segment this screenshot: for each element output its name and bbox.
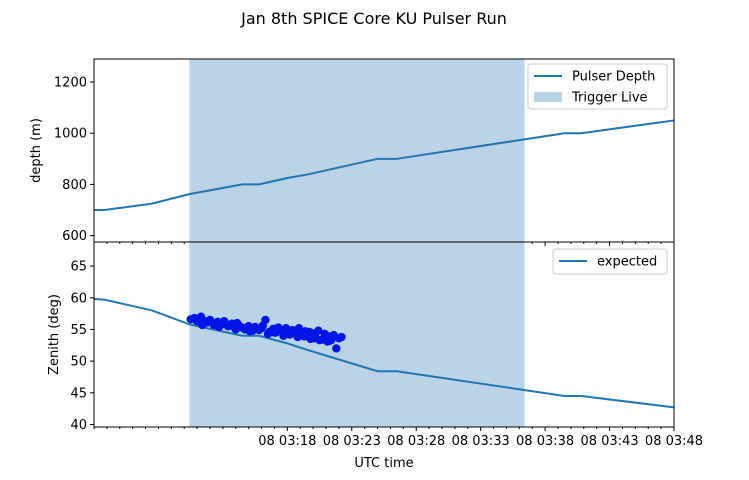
y-tick-label: 1000 bbox=[54, 127, 87, 142]
chart-title: Jan 8th SPICE Core KU Pulser Run bbox=[240, 9, 507, 28]
measured-point bbox=[305, 327, 314, 337]
x-tick-label: 08 03:23 bbox=[323, 434, 381, 449]
depth-legend-box bbox=[527, 63, 668, 110]
measured-point bbox=[232, 318, 242, 328]
measured-zenith-points bbox=[186, 312, 346, 353]
trigger-live-band-top bbox=[189, 59, 525, 242]
depth-y-axis: 600 800 1000 1200 bbox=[54, 76, 94, 244]
measured-point bbox=[231, 325, 240, 334]
depth-legend: Pulser Depth Trigger Live bbox=[527, 63, 668, 110]
trigger-live-span bbox=[189, 59, 525, 242]
x-axis-label: UTC time bbox=[354, 456, 413, 471]
measured-point bbox=[241, 324, 251, 333]
zenith-legend-box bbox=[552, 248, 668, 275]
trigger-live-band-bottom bbox=[189, 242, 525, 427]
expected-zenith-series bbox=[93, 298, 675, 409]
measured-point bbox=[258, 321, 268, 330]
zenith-legend: expected bbox=[552, 248, 668, 275]
y-tick-label: 65 bbox=[70, 260, 87, 275]
zenith-plot-frame bbox=[93, 241, 675, 428]
x-tick-label: 08 03:28 bbox=[387, 434, 445, 449]
legend-expected-label: expected bbox=[597, 255, 657, 270]
y-tick-label: 600 bbox=[62, 229, 87, 244]
zenith-y-label: Zenith (deg) bbox=[47, 294, 62, 375]
legend-trigger-live-label: Trigger Live bbox=[571, 91, 648, 106]
measured-point bbox=[314, 326, 323, 335]
series-line-expected bbox=[93, 298, 675, 409]
measured-point bbox=[332, 344, 341, 353]
x-tick-label: 08 03:18 bbox=[258, 434, 316, 449]
measured-point bbox=[325, 336, 335, 346]
measured-point bbox=[214, 322, 224, 332]
measured-point bbox=[198, 320, 207, 330]
y-tick-label: 40 bbox=[70, 418, 87, 433]
measured-point bbox=[279, 331, 288, 340]
measured-point bbox=[285, 330, 295, 339]
x-tick-label: 08 03:33 bbox=[452, 434, 510, 449]
measured-point bbox=[221, 319, 230, 328]
measured-point bbox=[337, 332, 346, 342]
y-tick-label: 50 bbox=[70, 355, 87, 370]
y-tick-label: 45 bbox=[70, 386, 87, 401]
depth-y-label: depth (m) bbox=[29, 118, 44, 183]
x-tick-label: 08 03:43 bbox=[580, 434, 638, 449]
series-line-pulser-depth bbox=[94, 119, 675, 212]
trigger-live-span bbox=[189, 242, 525, 427]
measured-point bbox=[293, 332, 302, 342]
legend-pulser-depth-label: Pulser Depth bbox=[572, 70, 655, 85]
x-tick-label: 08 03:48 bbox=[645, 434, 703, 449]
y-tick-label: 60 bbox=[70, 291, 87, 306]
y-tick-label: 1200 bbox=[54, 76, 87, 91]
measured-point bbox=[294, 323, 304, 333]
y-tick-label: 55 bbox=[70, 323, 87, 338]
x-tick-label: 08 03:38 bbox=[516, 434, 574, 449]
time-x-axis: 08 03:18 08 03:23 08 03:28 08 03:33 08 03:38… bbox=[93, 427, 703, 449]
zenith-y-axis: 40 45 50 55 60 65 bbox=[70, 260, 94, 433]
y-tick-label: 800 bbox=[62, 178, 87, 193]
measured-point bbox=[310, 334, 319, 343]
measured-point bbox=[270, 328, 279, 337]
measured-point bbox=[263, 329, 273, 339]
legend-trigger-live-swatch bbox=[534, 92, 562, 102]
depth-panel: 600 800 1000 1200 depth (m) Pulser Depth Tr… bbox=[29, 58, 675, 246]
pulser-depth-series bbox=[94, 119, 675, 212]
